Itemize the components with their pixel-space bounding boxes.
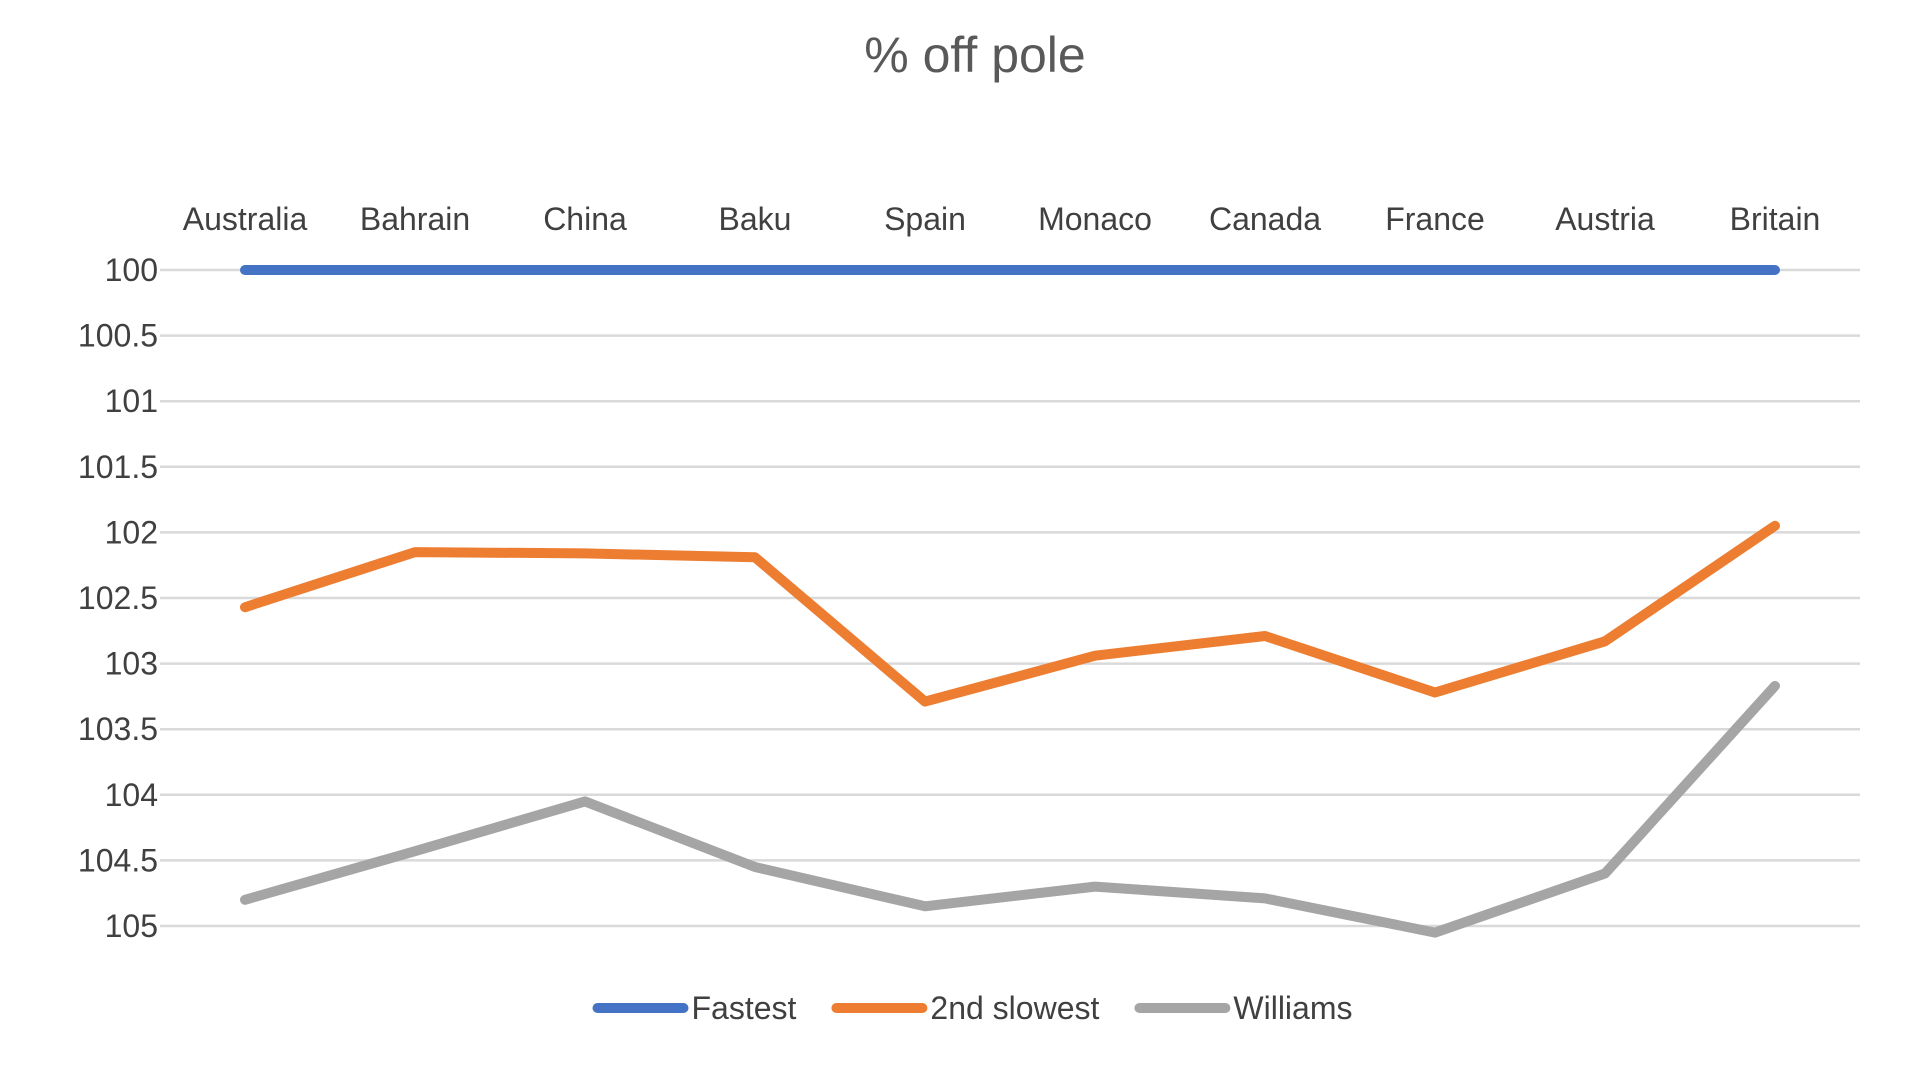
x-category-label: France — [1385, 201, 1485, 237]
x-category-label: Baku — [719, 201, 792, 237]
legend-label: Fastest — [692, 990, 797, 1026]
x-category-label: Bahrain — [360, 201, 470, 237]
legend-item: Fastest — [592, 990, 797, 1026]
y-tick-label: 103.5 — [78, 711, 158, 747]
series-line-3 — [240, 680, 1780, 938]
legend-item: 2nd slowest — [831, 990, 1099, 1026]
x-category-label: Austria — [1555, 201, 1655, 237]
x-axis-category-labels: Australia Bahrain China Baku Spain Monaco Cana… — [183, 201, 1821, 237]
y-tick-label: 101 — [105, 383, 158, 419]
gridlines — [160, 268, 1860, 928]
legend-label: 2nd slowest — [930, 990, 1099, 1026]
x-category-label: China — [543, 201, 627, 237]
y-tick-label: 102 — [105, 514, 158, 550]
x-category-label: Canada — [1209, 201, 1321, 237]
y-tick-label: 102.5 — [78, 580, 158, 616]
y-tick-label: 105 — [105, 908, 158, 944]
series-line-2 — [240, 520, 1780, 707]
y-tick-label: 100.5 — [78, 318, 158, 354]
x-category-label: Spain — [884, 201, 966, 237]
y-tick-label: 103 — [105, 646, 158, 682]
chart-title: % off pole — [864, 27, 1085, 83]
x-category-label: Monaco — [1038, 201, 1152, 237]
series-lines — [240, 265, 1780, 938]
y-tick-label: 104 — [105, 777, 158, 813]
y-tick-label: 101.5 — [78, 449, 158, 485]
legend: Fastest 2nd slowest Williams — [592, 990, 1352, 1026]
y-tick-label: 100 — [105, 252, 158, 288]
y-axis-tick-labels: 100 100.5 101 101.5 102 102.5 103 103.5 104 104.5… — [78, 252, 158, 944]
y-tick-label: 104.5 — [78, 842, 158, 878]
x-category-label: Australia — [183, 201, 308, 237]
legend-label: Williams — [1233, 990, 1352, 1026]
x-category-label: Britain — [1730, 201, 1821, 237]
legend-item: Williams — [1134, 990, 1352, 1026]
